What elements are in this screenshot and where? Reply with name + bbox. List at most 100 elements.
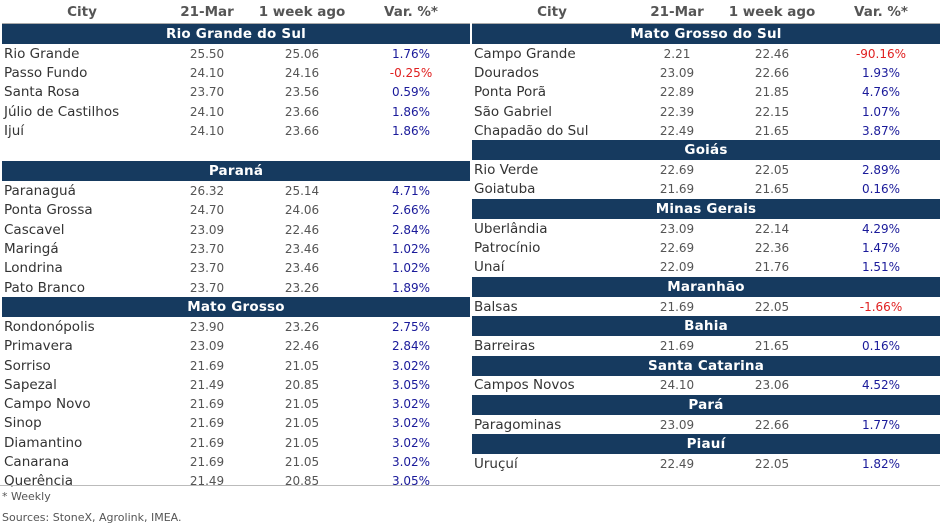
header-21-mar: 21-Mar — [650, 3, 704, 20]
variation-cell: 1.02% — [391, 242, 431, 257]
header-var: Var. %* — [384, 3, 438, 20]
price-21-mar-cell: 22.89 — [659, 85, 695, 100]
header-1-week-ago: 1 week ago — [728, 3, 816, 20]
price-week-ago-cell: 21.65 — [754, 123, 790, 138]
price-21-mar-cell: 23.09 — [659, 65, 695, 80]
variation-cell: 3.02% — [391, 454, 431, 469]
price-21-mar-cell: 22.49 — [659, 123, 695, 138]
state-section: Pará Paragominas 23.09 22.66 1.77% — [472, 394, 940, 434]
footnote-weekly: * Weekly — [2, 490, 51, 503]
price-21-mar-cell: 26.32 — [189, 184, 225, 199]
table-row: Canarana 21.69 21.05 3.02% — [2, 452, 470, 471]
table-row: Sinop 21.69 21.05 3.02% — [2, 414, 470, 433]
header-var: Var. %* — [854, 3, 908, 20]
city-cell: Chapadão do Sul — [474, 122, 589, 139]
section-spacer — [2, 140, 470, 161]
table-row: Sorriso 21.69 21.05 3.02% — [2, 356, 470, 375]
table-row: Primavera 23.09 22.46 2.84% — [2, 337, 470, 356]
table-row: Rio Verde 22.69 22.05 2.89% — [472, 160, 940, 179]
city-cell: Balsas — [474, 298, 518, 315]
variation-cell: 4.29% — [861, 221, 901, 236]
state-section: Rio Grande do Sul Rio Grande 25.50 25.06 1.7… — [2, 24, 470, 140]
variation-cell: 4.71% — [391, 184, 431, 199]
price-week-ago-cell: 22.46 — [754, 46, 790, 61]
state-title: Mato Grosso — [2, 297, 470, 318]
price-21-mar-cell: 21.69 — [659, 299, 695, 314]
variation-cell: 3.02% — [391, 397, 431, 412]
table-row: Campo Grande 2.21 22.46 -90.16% — [472, 44, 940, 63]
table-row: Sapezal 21.49 20.85 3.05% — [2, 375, 470, 394]
variation-cell: 2.89% — [861, 163, 901, 178]
price-21-mar-cell: 23.70 — [189, 261, 225, 276]
price-21-mar-cell: 21.69 — [659, 338, 695, 353]
variation-cell: 0.16% — [861, 338, 901, 353]
state-section: Mato Grosso Rondonópolis 23.90 23.26 2.75% Pr… — [2, 297, 470, 491]
price-21-mar-cell: 24.70 — [189, 203, 225, 218]
city-cell: Campo Novo — [4, 396, 91, 413]
price-21-mar-cell: 24.10 — [189, 104, 225, 119]
state-title: Bahia — [472, 316, 940, 337]
city-cell: Patrocínio — [474, 240, 541, 257]
variation-cell: 1.82% — [861, 456, 901, 471]
price-21-mar-cell: 24.10 — [189, 123, 225, 138]
price-week-ago-cell: 23.46 — [284, 242, 320, 257]
price-21-mar-cell: 24.10 — [659, 378, 695, 393]
price-21-mar-cell: 23.09 — [659, 417, 695, 432]
state-section: Mato Grosso do Sul Campo Grande 2.21 22.46 -… — [472, 24, 940, 140]
variation-cell: 1.86% — [391, 123, 431, 138]
table-row: São Gabriel 22.39 22.15 1.07% — [472, 102, 940, 121]
state-title: Piauí — [472, 434, 940, 455]
state-section: Bahia Barreiras 21.69 21.65 0.16% — [472, 316, 940, 355]
state-section: Paraná Paranaguá 26.32 25.14 4.71% Ponta Gros… — [2, 161, 470, 297]
price-21-mar-cell: 23.09 — [659, 221, 695, 236]
table-row: Ponta Grossa 24.70 24.06 2.66% — [2, 201, 470, 220]
header-21-mar: 21-Mar — [180, 3, 234, 20]
price-21-mar-cell: 25.50 — [189, 46, 225, 61]
price-21-mar-cell: 21.69 — [189, 397, 225, 412]
table-row: Paragominas 23.09 22.66 1.77% — [472, 415, 940, 434]
right-table-body: Mato Grosso do Sul Campo Grande 2.21 22.46 -… — [472, 24, 940, 473]
header-city: City — [537, 3, 567, 20]
table-row: Patrocínio 22.69 22.36 1.47% — [472, 238, 940, 257]
city-cell: Rio Verde — [474, 162, 539, 179]
price-week-ago-cell: 21.05 — [284, 397, 320, 412]
state-section: Minas Gerais Uberlândia 23.09 22.14 4.29% Pat… — [472, 199, 940, 277]
table-row: Dourados 23.09 22.66 1.93% — [472, 63, 940, 82]
variation-cell: 2.75% — [391, 319, 431, 334]
price-week-ago-cell: 22.66 — [754, 65, 790, 80]
table-row: Cascavel 23.09 22.46 2.84% — [2, 220, 470, 239]
price-week-ago-cell: 21.85 — [754, 85, 790, 100]
variation-cell: 3.02% — [391, 358, 431, 373]
variation-cell: 1.77% — [861, 417, 901, 432]
table-row: Santa Rosa 23.70 23.56 0.59% — [2, 83, 470, 102]
city-cell: Canarana — [4, 453, 70, 470]
table-row: Londrina 23.70 23.46 1.02% — [2, 259, 470, 278]
left-table-body: Rio Grande do Sul Rio Grande 25.50 25.06 1.7… — [2, 24, 470, 491]
table-row: Ponta Porã 22.89 21.85 4.76% — [472, 83, 940, 102]
variation-cell: 1.89% — [391, 280, 431, 295]
table-row: Barreiras 21.69 21.65 0.16% — [472, 336, 940, 355]
price-week-ago-cell: 23.66 — [284, 104, 320, 119]
variation-cell: 3.05% — [391, 377, 431, 392]
table-row: Pato Branco 23.70 23.26 1.89% — [2, 278, 470, 297]
city-cell: Ijuí — [4, 122, 25, 139]
variation-cell: 3.05% — [391, 474, 431, 489]
price-week-ago-cell: 20.85 — [284, 377, 320, 392]
city-cell: Rondonópolis — [4, 318, 95, 335]
city-cell: Cascavel — [4, 221, 65, 238]
state-section: Goiás Rio Verde 22.69 22.05 2.89% Goiatuba 21.… — [472, 140, 940, 199]
city-cell: Ponta Porã — [474, 84, 547, 101]
city-cell: Maringá — [4, 241, 59, 258]
city-cell: Dourados — [474, 64, 539, 81]
city-cell: Primavera — [4, 338, 73, 355]
variation-cell: 1.07% — [861, 104, 901, 119]
price-week-ago-cell: 23.46 — [284, 261, 320, 276]
city-cell: Uberlândia — [474, 220, 548, 237]
city-cell: Goiatuba — [474, 181, 536, 198]
price-week-ago-cell: 22.14 — [754, 221, 790, 236]
header-city: City — [67, 3, 97, 20]
price-week-ago-cell: 25.14 — [284, 184, 320, 199]
price-21-mar-cell: 21.69 — [189, 435, 225, 450]
state-section: Santa Catarina Campos Novos 24.10 23.06 4.52… — [472, 355, 940, 395]
city-cell: Sorriso — [4, 357, 51, 374]
